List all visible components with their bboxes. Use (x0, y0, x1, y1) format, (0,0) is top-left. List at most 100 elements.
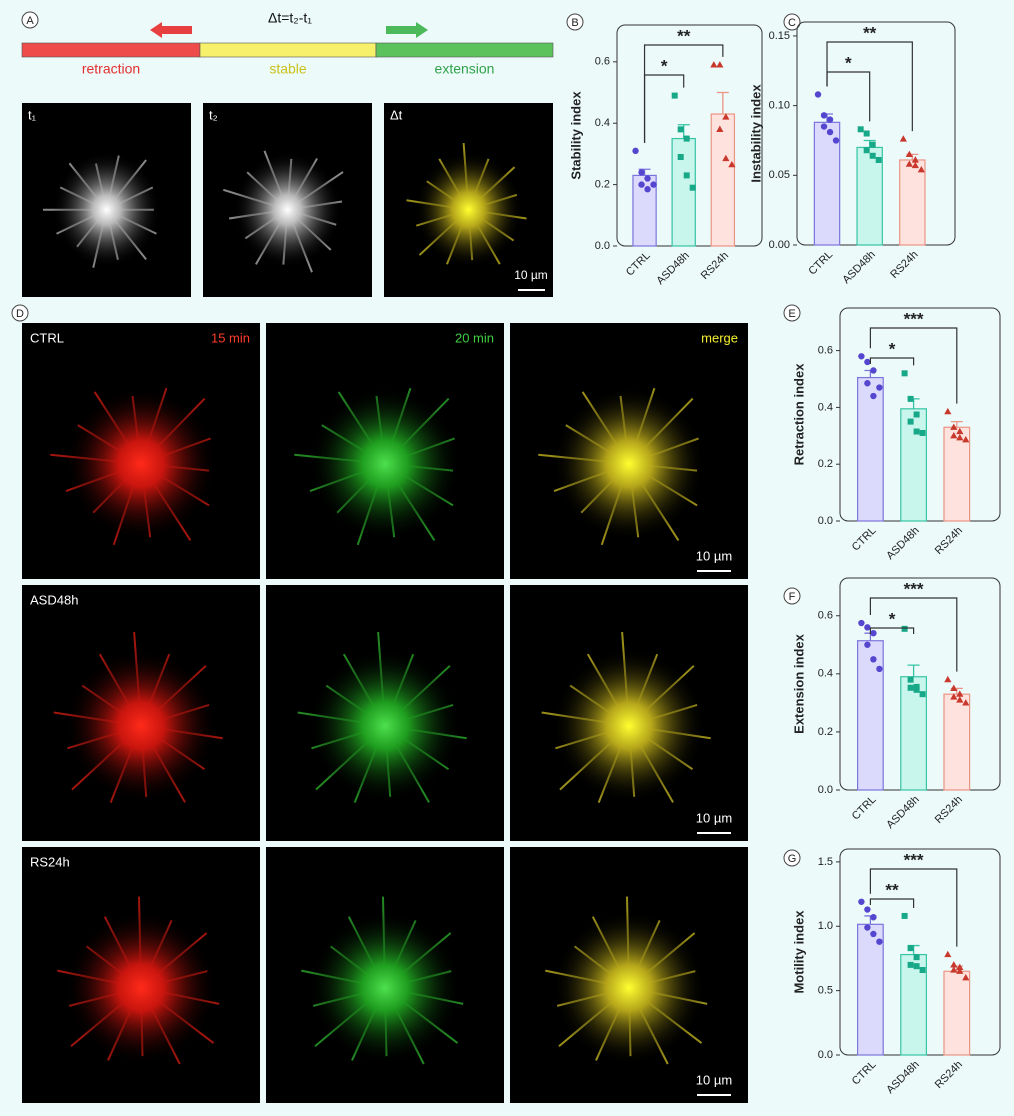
y-axis-label: Motility index (791, 910, 806, 994)
y-axis-label: Instability index (748, 84, 763, 183)
y-axis-label: Retraction index (791, 363, 806, 466)
data-point (907, 684, 914, 691)
bar (710, 113, 736, 247)
y-tick-label: 0.15 (769, 30, 790, 42)
data-point (820, 123, 828, 130)
soma (64, 387, 218, 541)
data-point (899, 135, 907, 142)
data-point (956, 963, 964, 971)
significance-label: * (889, 339, 896, 358)
x-tick-label: RS24h (933, 794, 965, 826)
data-point (820, 112, 828, 119)
data-point (962, 973, 970, 981)
significance-bracket (869, 597, 958, 672)
data-point (944, 407, 952, 415)
state-segment (375, 42, 554, 58)
panel-letter: E (788, 308, 795, 320)
data-point (950, 961, 958, 968)
data-point (864, 924, 871, 931)
data-point (864, 906, 871, 913)
data-point (905, 160, 913, 167)
x-tick-label: ASD48h (884, 1059, 921, 1096)
error-bar (907, 664, 920, 677)
y-tick-label: 0.10 (769, 100, 790, 112)
y-tick-label: 1.0 (818, 920, 833, 932)
data-point (728, 160, 736, 168)
data-point (870, 656, 877, 663)
y-tick-label: 0.4 (818, 668, 833, 680)
error-bar (950, 420, 963, 428)
significance-bracket (826, 71, 871, 122)
panel-letter-circle (783, 13, 801, 31)
x-tick-label: ASD48h (654, 250, 691, 287)
bar (943, 426, 971, 522)
data-point (901, 912, 908, 919)
bar (856, 146, 883, 246)
data-point (710, 61, 718, 68)
y-tick-label: 0.2 (818, 458, 833, 470)
data-point (956, 967, 964, 974)
significance-bracket (869, 627, 915, 634)
bar (899, 159, 926, 246)
significance-label: *** (904, 309, 924, 328)
data-point (950, 693, 958, 700)
state-segment (21, 42, 201, 58)
data-point (677, 126, 684, 133)
data-point (650, 181, 657, 188)
row-label: CTRL (30, 330, 64, 345)
significance-bracket (826, 41, 913, 132)
x-tick-label: RS24h (888, 249, 920, 281)
data-point (870, 930, 877, 938)
data-point (644, 175, 651, 182)
panel-letter-circle (11, 304, 29, 322)
x-tick-label: ASD48h (884, 525, 921, 562)
data-point (870, 629, 877, 637)
frame-label: t₂ (209, 107, 218, 122)
panel-letter: C (788, 17, 796, 29)
data-point (962, 699, 970, 706)
data-point (962, 435, 970, 443)
y-tick-label: 0.0 (818, 515, 833, 527)
frame-label: Δt (390, 107, 403, 122)
data-point (869, 152, 876, 159)
panel-letter: D (16, 308, 24, 320)
data-point (863, 147, 870, 154)
data-point (919, 691, 926, 698)
panel-letter-circle (566, 13, 584, 31)
soma (552, 649, 706, 803)
data-point (876, 665, 883, 673)
data-point (913, 963, 920, 970)
data-point (863, 130, 870, 137)
row-label: ASD48h (30, 592, 78, 607)
significance-bracket (869, 868, 958, 947)
data-point (956, 433, 964, 441)
data-point (814, 91, 822, 98)
data-point (905, 150, 913, 158)
data-point (716, 125, 724, 132)
data-point (864, 624, 871, 631)
data-point (869, 141, 876, 148)
data-point (632, 147, 639, 155)
data-point (870, 914, 877, 921)
y-tick-label: 0.2 (595, 179, 610, 191)
data-point (911, 161, 919, 169)
significance-label: * (661, 56, 668, 75)
soma (308, 387, 462, 541)
bar (943, 693, 971, 791)
significance-label: *** (904, 579, 924, 598)
y-tick-label: 0.00 (769, 239, 790, 251)
y-tick-label: 0.2 (818, 726, 833, 738)
state-label: retraction (82, 61, 140, 77)
formula: Δt=t₂-t₁ (268, 10, 312, 26)
scale-bar-label: 10 µm (696, 810, 732, 825)
y-tick-label: 0.05 (769, 169, 790, 181)
data-point (876, 938, 883, 945)
data-point (919, 967, 926, 974)
data-point (683, 135, 690, 142)
data-point (901, 625, 908, 632)
y-tick-label: 0.0 (818, 1049, 833, 1061)
soma (233, 151, 342, 268)
x-tick-label: RS24h (699, 250, 731, 282)
error-bar (716, 91, 729, 115)
